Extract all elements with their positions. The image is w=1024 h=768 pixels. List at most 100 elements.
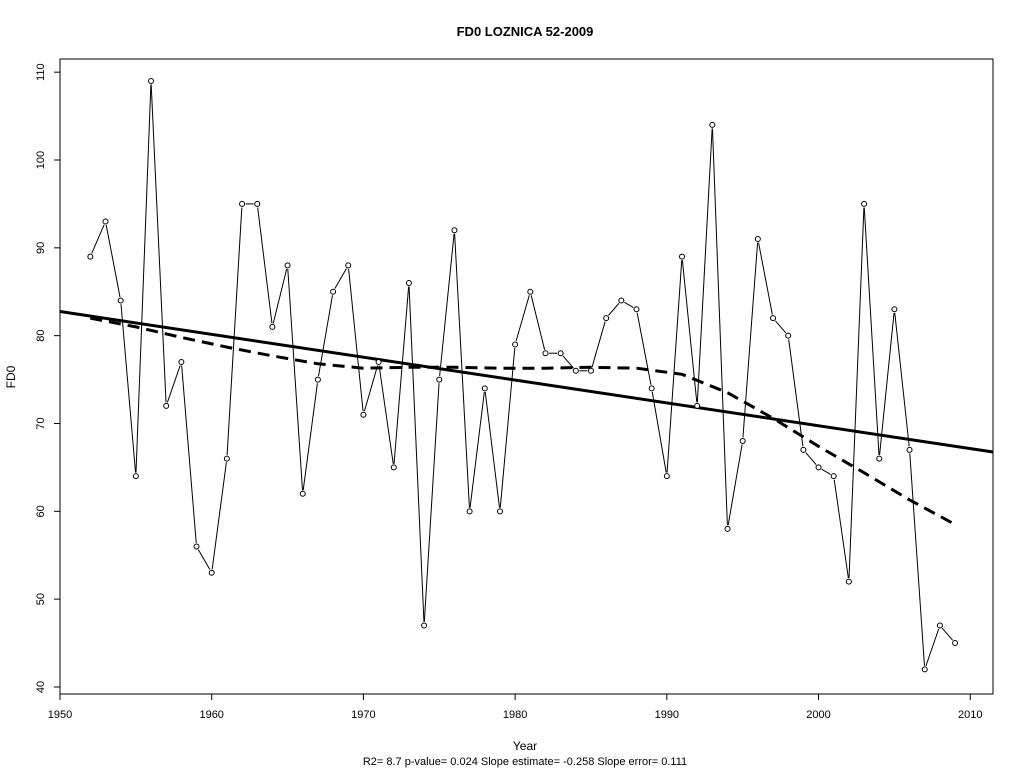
series-segment bbox=[608, 302, 620, 316]
y-tick-label: 60 bbox=[35, 505, 47, 517]
data-point bbox=[572, 367, 579, 374]
series-segment bbox=[591, 321, 606, 368]
data-point bbox=[466, 508, 473, 515]
series-segment bbox=[226, 207, 243, 456]
data-point bbox=[921, 666, 928, 673]
data-point bbox=[861, 200, 868, 207]
data-point bbox=[299, 490, 306, 497]
series-segment bbox=[515, 295, 530, 342]
data-point bbox=[117, 297, 124, 304]
data-point bbox=[451, 227, 458, 234]
series-segment bbox=[439, 233, 455, 377]
data-point bbox=[375, 359, 382, 366]
series-segment bbox=[150, 84, 167, 403]
data-point bbox=[132, 473, 139, 480]
series-segment bbox=[909, 453, 925, 666]
series-segment bbox=[530, 295, 546, 350]
series-segment bbox=[848, 207, 865, 579]
data-point bbox=[891, 306, 898, 313]
series-segment bbox=[287, 268, 303, 491]
series-segment bbox=[181, 365, 197, 543]
series-segment bbox=[863, 207, 880, 456]
series-segment bbox=[378, 365, 394, 464]
data-point bbox=[876, 455, 883, 462]
series-segment bbox=[666, 260, 683, 473]
series-segment bbox=[105, 224, 121, 298]
x-tick-label: 1990 bbox=[655, 709, 679, 721]
y-axis-label: FD0 bbox=[4, 365, 18, 388]
series-segment bbox=[334, 268, 347, 289]
series-segment bbox=[302, 383, 318, 491]
data-point bbox=[314, 376, 321, 383]
x-tick-label: 1950 bbox=[48, 709, 72, 721]
series-segment bbox=[562, 355, 574, 369]
data-point bbox=[193, 543, 200, 550]
y-tick-label: 50 bbox=[35, 593, 47, 605]
series-segment bbox=[774, 320, 787, 334]
series-segment bbox=[318, 295, 333, 377]
series-segment bbox=[363, 365, 379, 412]
data-point bbox=[527, 288, 534, 295]
data-point bbox=[254, 200, 261, 207]
y-tick-label: 70 bbox=[35, 417, 47, 429]
data-point bbox=[436, 376, 443, 383]
data-point bbox=[694, 402, 701, 409]
data-point bbox=[739, 438, 746, 445]
series-segment bbox=[727, 444, 743, 526]
smoothed-trend-line bbox=[90, 316, 956, 526]
series-segment bbox=[166, 365, 181, 403]
plot-frame bbox=[59, 58, 994, 695]
data-point bbox=[906, 446, 913, 453]
x-tick-label: 1970 bbox=[351, 709, 375, 721]
data-point bbox=[800, 446, 807, 453]
data-point bbox=[269, 323, 276, 330]
series-segment bbox=[211, 462, 227, 570]
data-point bbox=[557, 350, 564, 357]
data-point bbox=[405, 279, 412, 286]
x-tick-label: 2010 bbox=[958, 709, 982, 721]
x-tick-label: 1980 bbox=[503, 709, 527, 721]
data-point bbox=[936, 622, 943, 629]
y-tick-label: 100 bbox=[35, 151, 47, 169]
series-segment bbox=[758, 242, 773, 315]
series-segment bbox=[469, 391, 485, 508]
data-point bbox=[390, 464, 397, 471]
series-segment bbox=[454, 233, 470, 508]
smoothed-trend-path bbox=[90, 316, 956, 526]
data-point bbox=[542, 350, 549, 357]
data-point bbox=[223, 455, 230, 462]
data-point bbox=[618, 297, 625, 304]
y-tick-label: 110 bbox=[35, 63, 47, 81]
series-segment bbox=[805, 452, 817, 466]
data-point bbox=[148, 77, 155, 84]
series-segment bbox=[624, 301, 634, 308]
regression-stats: R2= 8.7 p-value= 0.024 Slope estimate= -… bbox=[363, 756, 687, 768]
linear-trend-line bbox=[59, 310, 994, 454]
data-point bbox=[648, 385, 655, 392]
y-tick-label: 40 bbox=[35, 681, 47, 693]
data-point bbox=[754, 236, 761, 243]
series-segment bbox=[272, 268, 288, 324]
data-point bbox=[845, 578, 852, 585]
data-point bbox=[830, 473, 837, 480]
linear-trend-path bbox=[59, 310, 994, 454]
series-segment bbox=[651, 391, 667, 473]
data-point bbox=[679, 253, 685, 260]
series-segment bbox=[197, 549, 211, 570]
data-point bbox=[163, 402, 170, 409]
data-point bbox=[709, 121, 716, 128]
y-tick-label: 90 bbox=[35, 242, 47, 254]
data-point bbox=[587, 367, 594, 374]
data-point bbox=[421, 622, 428, 629]
data-point bbox=[239, 200, 246, 207]
series-line bbox=[91, 84, 954, 667]
series-segment bbox=[257, 207, 273, 324]
data-point bbox=[345, 262, 352, 269]
x-axis: 1950 1960 1970 1980 1990 2000 2010 bbox=[48, 694, 982, 721]
data-point bbox=[724, 525, 731, 532]
data-point bbox=[87, 253, 94, 260]
y-tick-label: 80 bbox=[35, 330, 47, 342]
data-point bbox=[496, 508, 503, 515]
data-point bbox=[330, 288, 337, 295]
